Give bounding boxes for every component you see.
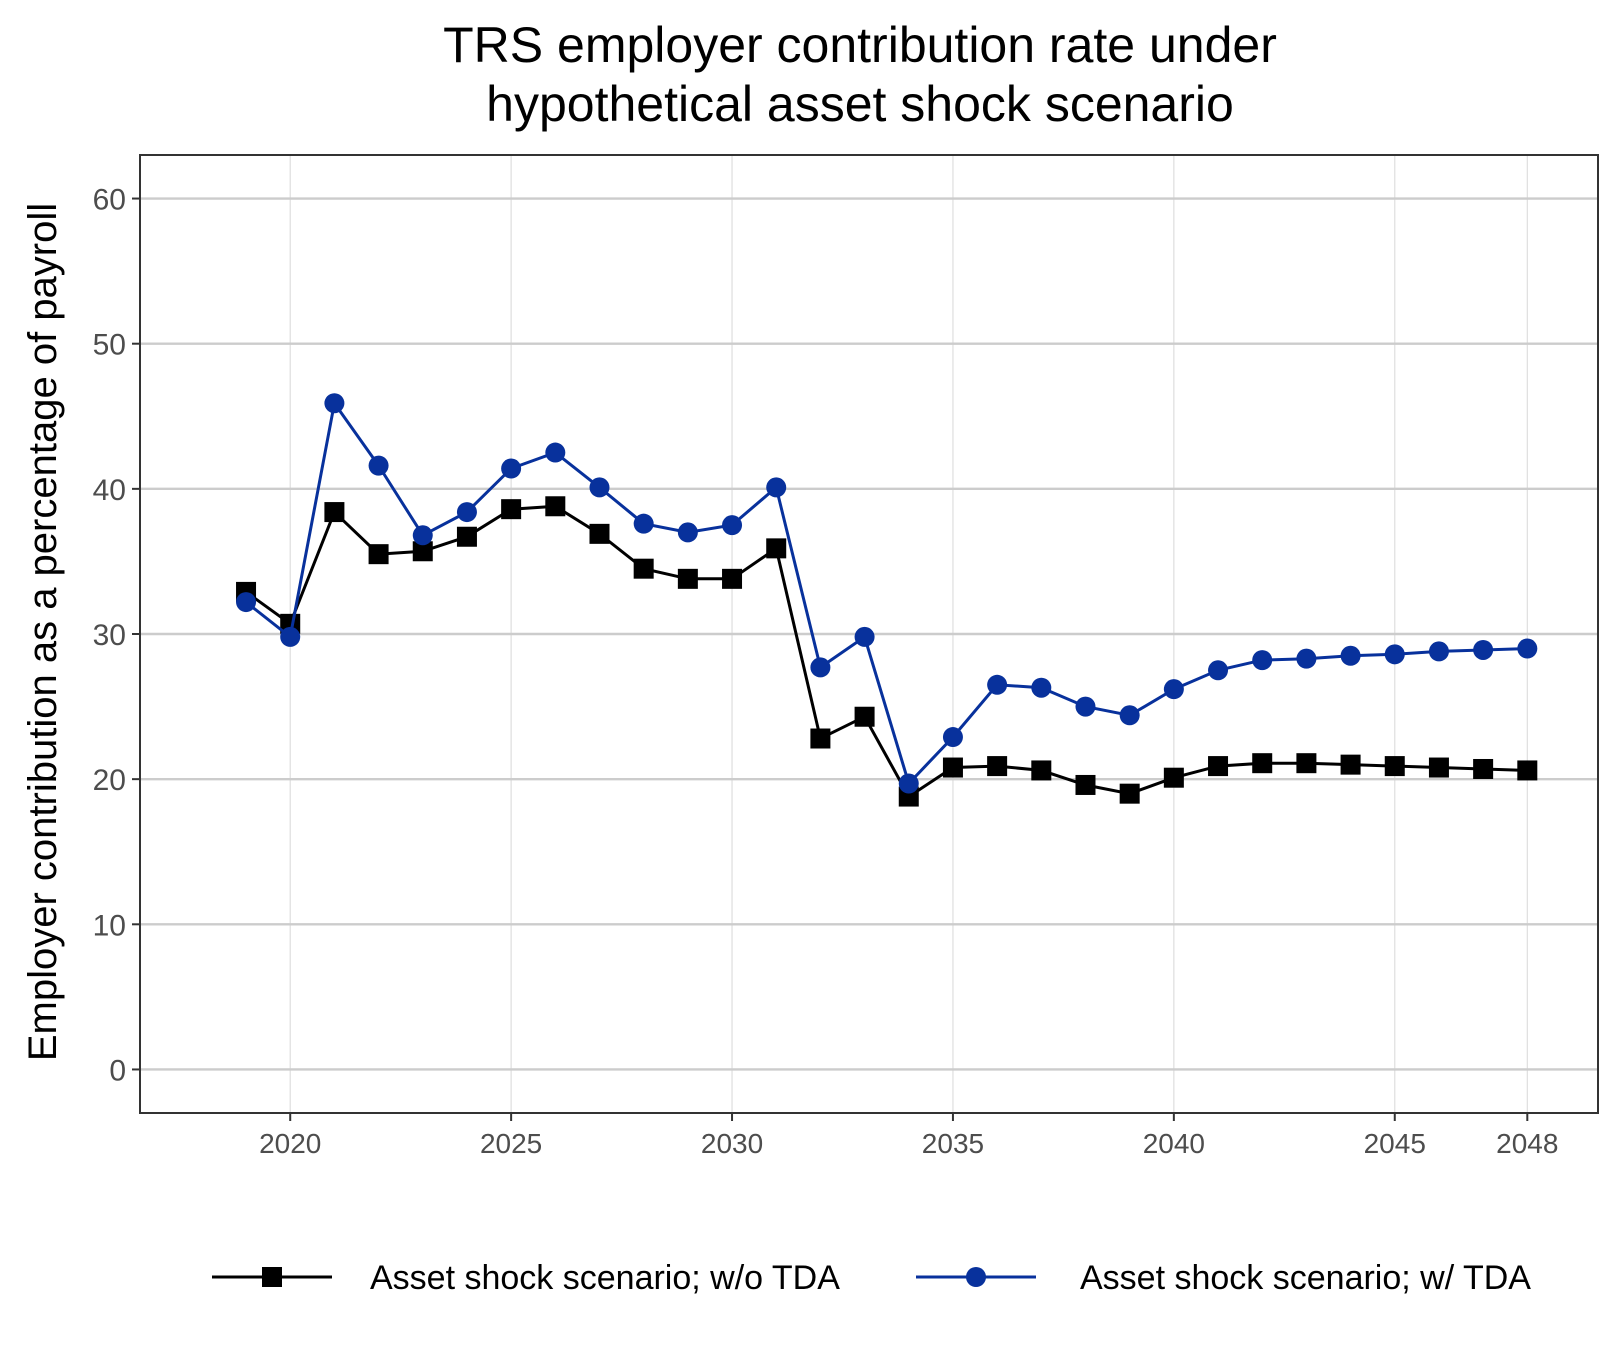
data-point (1119, 783, 1140, 804)
data-point (987, 756, 1008, 777)
x-tick-label: 2040 (1143, 1128, 1205, 1159)
data-point (501, 499, 522, 520)
data-point (1031, 760, 1052, 781)
data-point (1075, 774, 1096, 795)
data-point (1119, 705, 1140, 726)
x-tick-label: 2048 (1496, 1128, 1558, 1159)
data-point (456, 526, 477, 547)
legend-item-1: Asset shock scenario; w/o TDA (212, 1259, 840, 1297)
y-tick-label: 20 (93, 764, 126, 797)
data-point (1252, 650, 1273, 671)
legend-label: Asset shock scenario; w/ TDA (1080, 1259, 1531, 1297)
data-point (633, 558, 654, 579)
data-point (324, 502, 345, 523)
data-point (987, 674, 1008, 695)
data-point (677, 568, 698, 589)
data-point (1075, 696, 1096, 717)
data-point (766, 538, 787, 559)
data-point (1384, 756, 1405, 777)
data-point (1517, 638, 1538, 659)
chart-title: TRS employer contribution rate under hyp… (443, 17, 1277, 132)
data-point (456, 502, 477, 523)
y-tick-label: 60 (93, 184, 126, 217)
y-tick-label: 30 (93, 619, 126, 652)
data-point (412, 541, 433, 562)
data-point (236, 592, 257, 613)
legend-item-2: Asset shock scenario; w/ TDA (916, 1259, 1531, 1297)
data-point (1252, 753, 1273, 774)
series-layer (236, 393, 1538, 807)
data-point (545, 442, 566, 463)
data-point (1517, 760, 1538, 781)
data-point (810, 728, 831, 749)
data-point (942, 727, 963, 748)
x-axis-ticks: 2020 2025 2030 2035 2040 2045 2048 (259, 1113, 1558, 1159)
data-point (368, 455, 389, 476)
data-point (1163, 679, 1184, 700)
data-point (854, 626, 875, 647)
data-point (589, 523, 610, 544)
data-point (589, 477, 610, 498)
data-point (1428, 641, 1449, 662)
series-2 (236, 393, 1538, 794)
x-tick-label: 2035 (922, 1128, 984, 1159)
y-axis-ticks: 0 10 20 30 40 50 60 (93, 184, 140, 1087)
data-point (722, 515, 743, 536)
data-point (766, 477, 787, 498)
x-tick-label: 2045 (1364, 1128, 1426, 1159)
x-tick-label: 2025 (480, 1128, 542, 1159)
data-point (633, 513, 654, 534)
data-point (280, 626, 301, 647)
series-line (245, 504, 1528, 799)
legend-label: Asset shock scenario; w/o TDA (370, 1259, 840, 1297)
data-point (1473, 639, 1494, 660)
y-tick-label: 10 (93, 909, 126, 942)
chart-title-line-2: hypothetical asset shock scenario (486, 76, 1234, 132)
data-point (1340, 754, 1361, 775)
data-point (722, 568, 743, 589)
x-tick-label: 2020 (259, 1128, 321, 1159)
data-point (677, 522, 698, 543)
chart-title-line-1: TRS employer contribution rate under (443, 17, 1277, 73)
data-point (1163, 767, 1184, 788)
data-point (1340, 645, 1361, 666)
series-1 (236, 496, 1538, 807)
data-point (324, 393, 345, 414)
data-point (412, 525, 433, 546)
y-tick-label: 50 (93, 329, 126, 362)
data-point (898, 773, 919, 794)
grid (140, 155, 1598, 1113)
data-point (1384, 644, 1405, 665)
legend: Asset shock scenario; w/o TDA Asset shock… (212, 1259, 1531, 1297)
data-point (1208, 756, 1229, 777)
data-point (1296, 648, 1317, 669)
legend-key-marker (966, 1267, 986, 1287)
legend-key-marker (262, 1267, 282, 1287)
data-point (1208, 660, 1229, 681)
y-tick-label: 0 (109, 1054, 126, 1087)
data-point (1296, 753, 1317, 774)
data-point (942, 757, 963, 778)
series-line (245, 399, 1528, 787)
data-point (501, 458, 522, 479)
y-axis-label: Employer contribution as a percentage of… (21, 203, 65, 1061)
data-point (810, 657, 831, 678)
data-point (1473, 758, 1494, 779)
x-tick-label: 2030 (701, 1128, 763, 1159)
data-point (1428, 757, 1449, 778)
data-point (1031, 677, 1052, 698)
y-tick-label: 40 (93, 474, 126, 507)
data-point (545, 496, 566, 517)
data-point (368, 544, 389, 565)
data-point (854, 706, 875, 727)
